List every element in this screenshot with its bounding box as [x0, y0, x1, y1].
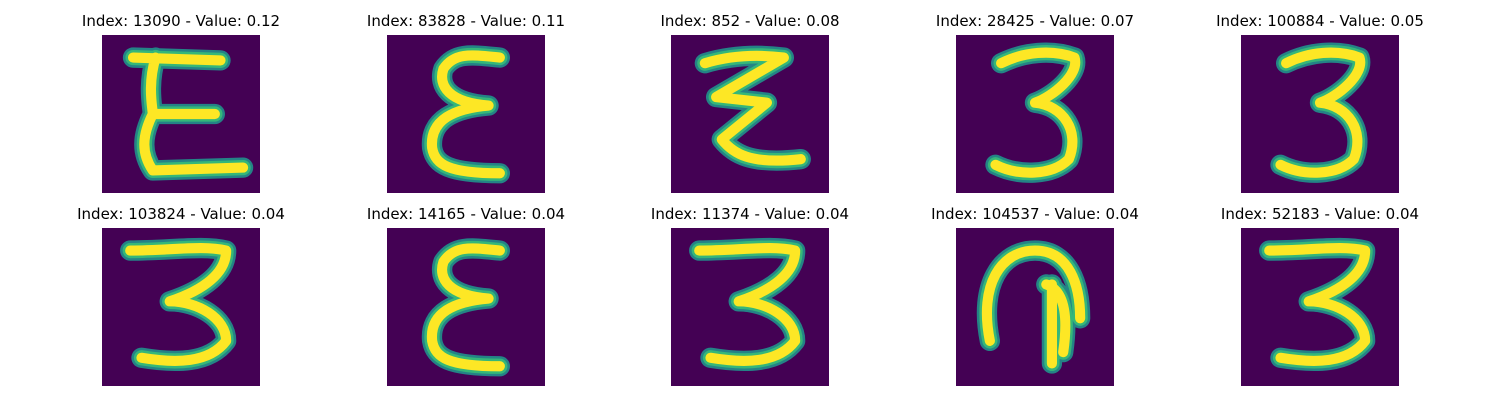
panel-title: Index: 100884 - Value: 0.05 [1216, 12, 1424, 30]
digit-glyph [387, 35, 545, 193]
panel-title: Index: 852 - Value: 0.08 [660, 12, 840, 30]
digit-image [102, 35, 260, 193]
stroke-core [125, 243, 232, 366]
stroke-core [981, 245, 1086, 369]
panel-title: Index: 103824 - Value: 0.04 [77, 205, 285, 223]
digit-image [102, 228, 260, 386]
digit-image [1241, 228, 1399, 386]
digit-glyph [102, 35, 260, 193]
digit-glyph [956, 35, 1114, 193]
stroke-core [694, 243, 801, 366]
panel-title: Index: 13090 - Value: 0.12 [81, 12, 281, 30]
panel-title: Index: 104537 - Value: 0.04 [931, 205, 1139, 223]
stroke-core [699, 50, 806, 166]
panel-title: Index: 52183 - Value: 0.04 [1220, 205, 1420, 223]
digit-glyph [1241, 228, 1399, 386]
digit-glyph [1241, 35, 1399, 193]
stroke-core [990, 47, 1081, 178]
digit-image [956, 35, 1114, 193]
digit-glyph [956, 228, 1114, 386]
digit-glyph [387, 228, 545, 386]
digit-image [956, 228, 1114, 386]
stroke-core [127, 52, 249, 176]
stroke-core [427, 243, 505, 372]
digit-image [387, 228, 545, 386]
panel-title: Index: 83828 - Value: 0.11 [366, 12, 566, 30]
panel-title: Index: 11374 - Value: 0.04 [650, 205, 850, 223]
digit-image [671, 35, 829, 193]
stroke-core [427, 50, 505, 179]
digit-image [1241, 35, 1399, 193]
stroke-core [1275, 47, 1366, 178]
digit-glyph [671, 228, 829, 386]
digit-glyph [102, 228, 260, 386]
digit-image [387, 35, 545, 193]
digit-image [671, 228, 829, 386]
panel-title: Index: 14165 - Value: 0.04 [366, 205, 566, 223]
panel-title: Index: 28425 - Value: 0.07 [935, 12, 1135, 30]
digit-glyph [671, 35, 829, 193]
stroke-core [1264, 243, 1371, 366]
